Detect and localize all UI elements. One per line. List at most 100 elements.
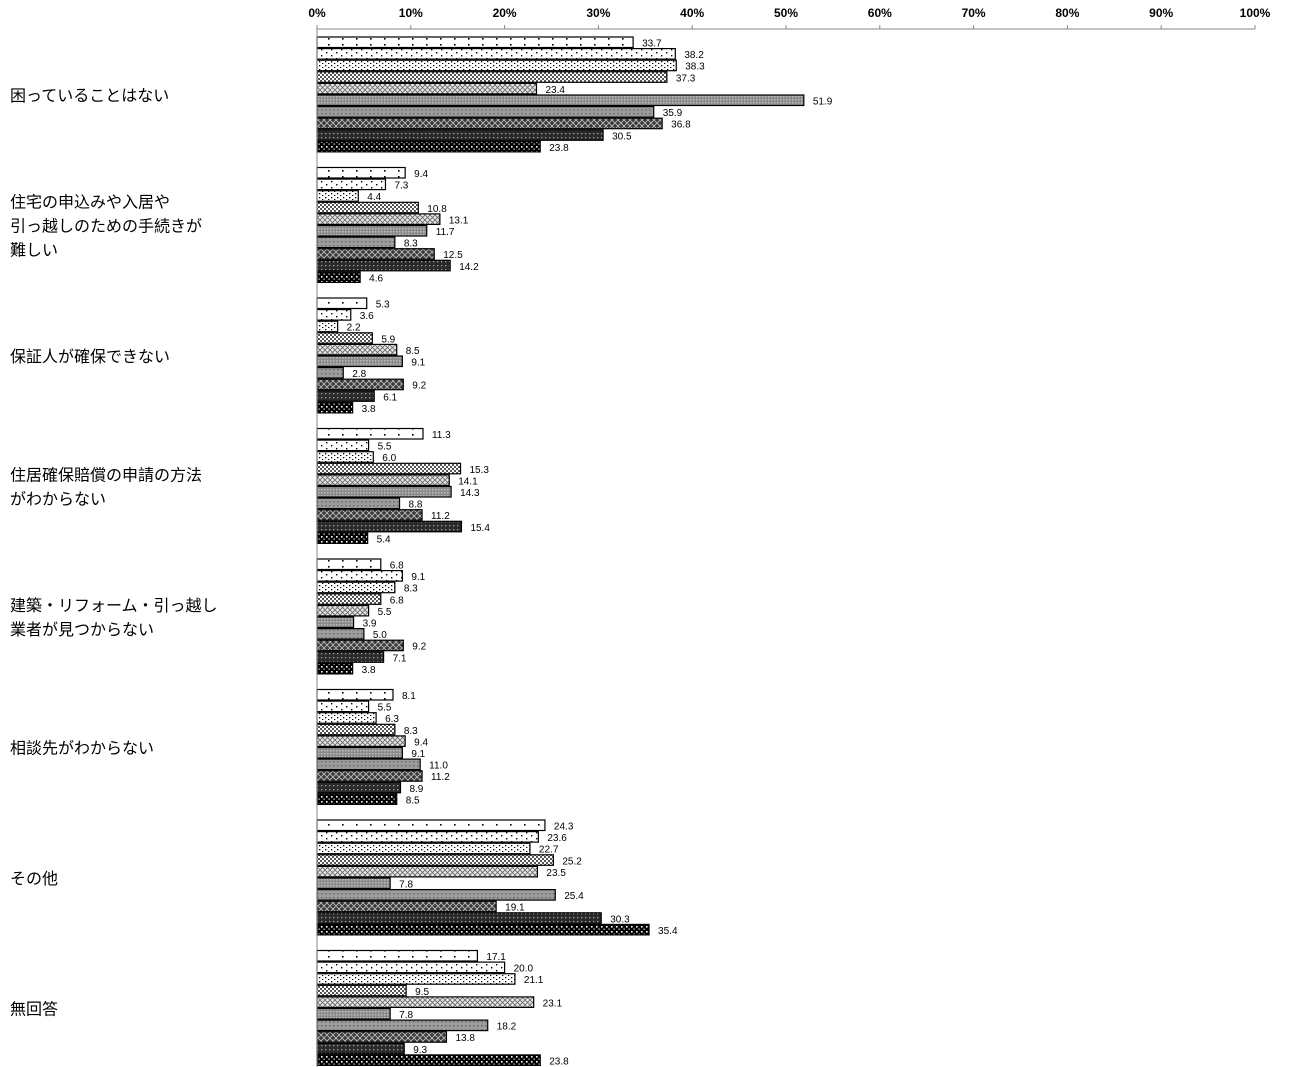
bar xyxy=(316,888,556,901)
bar xyxy=(316,746,403,759)
bar-value-label: 8.8 xyxy=(409,500,423,511)
x-tick-label: 60% xyxy=(868,6,892,20)
bar xyxy=(316,474,450,486)
bar-value-label: 12.5 xyxy=(443,250,463,261)
bar-value-label: 13.1 xyxy=(449,215,469,226)
bar-value-label: 4.4 xyxy=(367,192,381,203)
x-tick-label: 90% xyxy=(1149,6,1173,20)
bar-value-label: 9.1 xyxy=(411,572,425,583)
bar-value-label: 22.7 xyxy=(539,845,559,856)
bar-value-label: 8.5 xyxy=(406,346,420,357)
bar-value-label: 15.4 xyxy=(470,523,490,534)
category-label: 住居確保賠償の申請の方法がわからない xyxy=(10,466,202,509)
bar-value-label: 23.6 xyxy=(547,833,567,844)
bar xyxy=(316,651,385,663)
bar-value-label: 5.9 xyxy=(381,334,395,345)
bar-value-label: 8.3 xyxy=(404,726,418,737)
bar xyxy=(316,94,805,107)
bar-value-label: 30.3 xyxy=(610,914,630,925)
bar-value-label: 35.4 xyxy=(658,926,678,937)
bar xyxy=(316,639,404,652)
bar-value-label: 9.5 xyxy=(415,987,429,998)
bar-value-label: 5.0 xyxy=(373,630,387,641)
bar xyxy=(316,427,424,440)
bar xyxy=(316,129,604,141)
bar-value-label: 11.3 xyxy=(432,430,451,441)
bar xyxy=(316,485,452,498)
bar-value-label: 9.4 xyxy=(414,169,428,180)
bar xyxy=(316,390,375,402)
bar-value-label: 6.8 xyxy=(390,561,404,572)
bar-value-label: 7.8 xyxy=(399,1010,413,1021)
bar-value-label: 37.3 xyxy=(676,73,696,84)
bar xyxy=(316,912,602,924)
bar xyxy=(316,509,423,521)
bar xyxy=(316,1007,391,1020)
category-label-line: 困っていることはない xyxy=(10,86,169,105)
category-label: 相談先がわからない xyxy=(10,739,154,758)
category-label-line: 業者が見つからない xyxy=(10,620,154,639)
bar-value-label: 5.5 xyxy=(378,703,392,714)
bar xyxy=(316,819,546,832)
bar-value-label: 7.3 xyxy=(394,181,408,192)
bar-value-label: 23.8 xyxy=(549,1056,569,1067)
bar-value-label: 5.4 xyxy=(377,534,391,545)
bar xyxy=(316,367,344,379)
bar xyxy=(316,854,554,866)
x-tick-label: 70% xyxy=(962,6,986,20)
bar xyxy=(316,604,370,617)
bar-value-label: 3.6 xyxy=(360,311,374,322)
bar xyxy=(316,439,370,452)
bar xyxy=(316,1019,489,1032)
bar xyxy=(316,190,359,202)
category-label: 無回答 xyxy=(10,1000,58,1019)
bar-value-label: 11.0 xyxy=(429,761,448,772)
bar-value-label: 3.9 xyxy=(363,619,377,630)
bar xyxy=(316,140,541,153)
category-label-line: その他 xyxy=(10,869,58,888)
bar xyxy=(316,320,339,333)
bar-value-label: 25.4 xyxy=(564,891,584,902)
bar xyxy=(316,378,404,391)
bar-value-label: 13.8 xyxy=(455,1033,475,1044)
category-label-line: がわからない xyxy=(10,490,106,509)
bar xyxy=(316,900,497,913)
bar-value-label: 2.2 xyxy=(347,323,361,334)
bar-value-label: 8.1 xyxy=(402,691,416,702)
category-label-line: 住宅の申込みや入居や xyxy=(10,193,170,212)
bar xyxy=(316,309,352,321)
bar-value-label: 6.0 xyxy=(382,453,396,464)
bar xyxy=(316,166,406,179)
bar-value-label: 23.5 xyxy=(546,868,566,879)
category-label-line: 引っ越しのための手続きが xyxy=(10,217,202,236)
category-label: 住宅の申込みや入居や引っ越しのための手続きが難しい xyxy=(10,193,202,260)
bar xyxy=(316,558,382,571)
bar xyxy=(316,532,369,545)
bar-value-label: 11.2 xyxy=(431,511,450,522)
bar-value-label: 9.2 xyxy=(412,381,426,392)
bar-value-label: 24.3 xyxy=(554,822,574,833)
bar-value-label: 9.3 xyxy=(413,1045,427,1056)
bar-value-label: 14.1 xyxy=(458,476,478,487)
bar xyxy=(316,401,354,414)
bar-value-label: 38.3 xyxy=(685,62,705,73)
bar-value-label: 51.9 xyxy=(813,97,833,108)
bar-value-label: 18.2 xyxy=(497,1022,517,1033)
bar xyxy=(316,961,506,974)
bar xyxy=(316,1054,541,1067)
bar xyxy=(316,462,462,475)
bar xyxy=(316,224,428,237)
bar xyxy=(316,781,402,794)
bar-value-label: 8.3 xyxy=(404,239,418,250)
bar xyxy=(316,271,361,283)
bar-value-label: 11.7 xyxy=(436,227,455,238)
bar-value-label: 5.3 xyxy=(376,300,390,311)
bar xyxy=(316,984,407,997)
bar xyxy=(316,297,368,310)
bar xyxy=(316,616,355,629)
bar xyxy=(316,36,634,49)
bar xyxy=(316,1031,448,1043)
bar-value-label: 9.1 xyxy=(411,358,425,369)
x-tick-label: 0% xyxy=(308,6,326,20)
bar-value-label: 3.8 xyxy=(362,665,376,676)
